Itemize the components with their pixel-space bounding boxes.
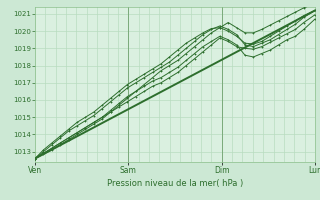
X-axis label: Pression niveau de la mer( hPa ): Pression niveau de la mer( hPa )	[107, 179, 243, 188]
